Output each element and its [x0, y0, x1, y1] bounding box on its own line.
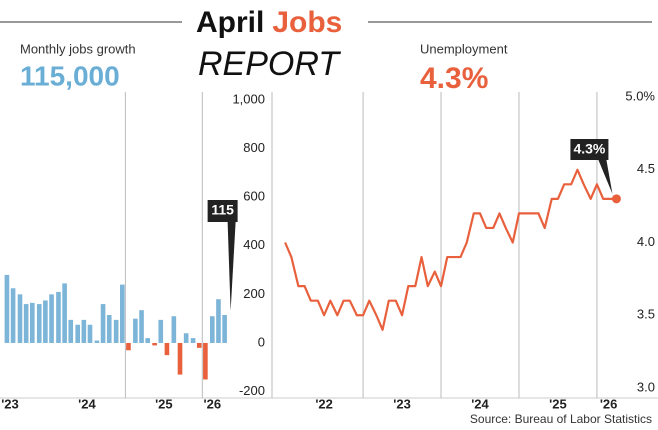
bar: [49, 294, 54, 343]
end-point: [611, 194, 621, 204]
callout-pointer: [598, 160, 613, 194]
y-tick-label: 5.0%: [625, 88, 655, 103]
title-part: Jobs: [272, 6, 342, 39]
y-tick-label: 3.0: [637, 379, 655, 394]
headline: 115,000: [20, 60, 120, 91]
bar: [133, 318, 138, 343]
line: [284, 168, 617, 331]
bar: [106, 315, 112, 343]
bar: [36, 304, 42, 343]
callout-box: [570, 139, 609, 160]
y-tick-label: 400: [243, 237, 265, 252]
source: Source: Bureau of Labor Statistics: [470, 412, 652, 426]
x-tick-label: '25: [155, 396, 173, 411]
bar: [164, 342, 170, 356]
bar: [10, 288, 16, 343]
callout-box: [207, 200, 238, 222]
bar: [216, 299, 221, 343]
annotation: 115: [211, 202, 234, 218]
y-tick-label: 3.5: [637, 307, 655, 322]
bar: [126, 342, 131, 351]
chart-title: Unemployment: [420, 41, 508, 56]
bar: [203, 342, 208, 380]
bar: [100, 304, 106, 343]
title: April Jobs: [196, 6, 342, 39]
bar: [75, 324, 80, 343]
annotation: 4.3%: [573, 141, 605, 157]
y-tick-label: 200: [243, 286, 265, 301]
y-tick-label: 600: [243, 189, 265, 204]
bar: [171, 316, 177, 343]
x-tick-label: '22: [315, 396, 333, 411]
bar: [30, 302, 35, 343]
bar: [183, 333, 189, 343]
bar: [23, 304, 29, 343]
callout-pointer: [227, 222, 236, 312]
x-tick-label: '25: [549, 396, 567, 411]
x-tick-label: '23: [393, 396, 411, 411]
bar: [87, 324, 93, 343]
bar: [56, 291, 61, 343]
title-sub: REPORT: [198, 45, 341, 83]
bar: [4, 274, 10, 343]
x-tick-label: '24: [471, 396, 489, 411]
headline: 4.3%: [420, 62, 488, 95]
y-tick-label: 4.0: [637, 234, 655, 249]
bar: [113, 319, 119, 343]
bar: [43, 300, 48, 343]
bar: [68, 319, 74, 343]
bar: [17, 294, 23, 343]
bar: [222, 315, 227, 343]
y-tick-label: 0: [258, 334, 265, 349]
x-tick-label: '26: [600, 396, 618, 411]
bar: [94, 340, 100, 343]
bar: [190, 338, 196, 343]
bar: [139, 310, 144, 343]
y-tick-label: 4.5: [637, 161, 655, 176]
chart-title: Monthly jobs growth: [20, 41, 136, 56]
bar: [81, 319, 87, 343]
y-tick-label: -200: [239, 383, 265, 398]
x-tick-label: '24: [78, 396, 96, 411]
bar: [177, 342, 183, 375]
bar: [158, 319, 164, 343]
x-tick-label: '26: [204, 396, 222, 411]
bar: [196, 342, 202, 348]
bar: [62, 283, 67, 343]
bar: [145, 338, 150, 343]
y-tick-label: 1,000: [232, 91, 265, 106]
x-tick-label: '23: [1, 396, 19, 411]
title-part: April: [196, 6, 264, 39]
bar: [210, 316, 215, 343]
bar: [152, 342, 157, 346]
y-tick-label: 800: [243, 140, 265, 155]
bar: [120, 284, 125, 343]
